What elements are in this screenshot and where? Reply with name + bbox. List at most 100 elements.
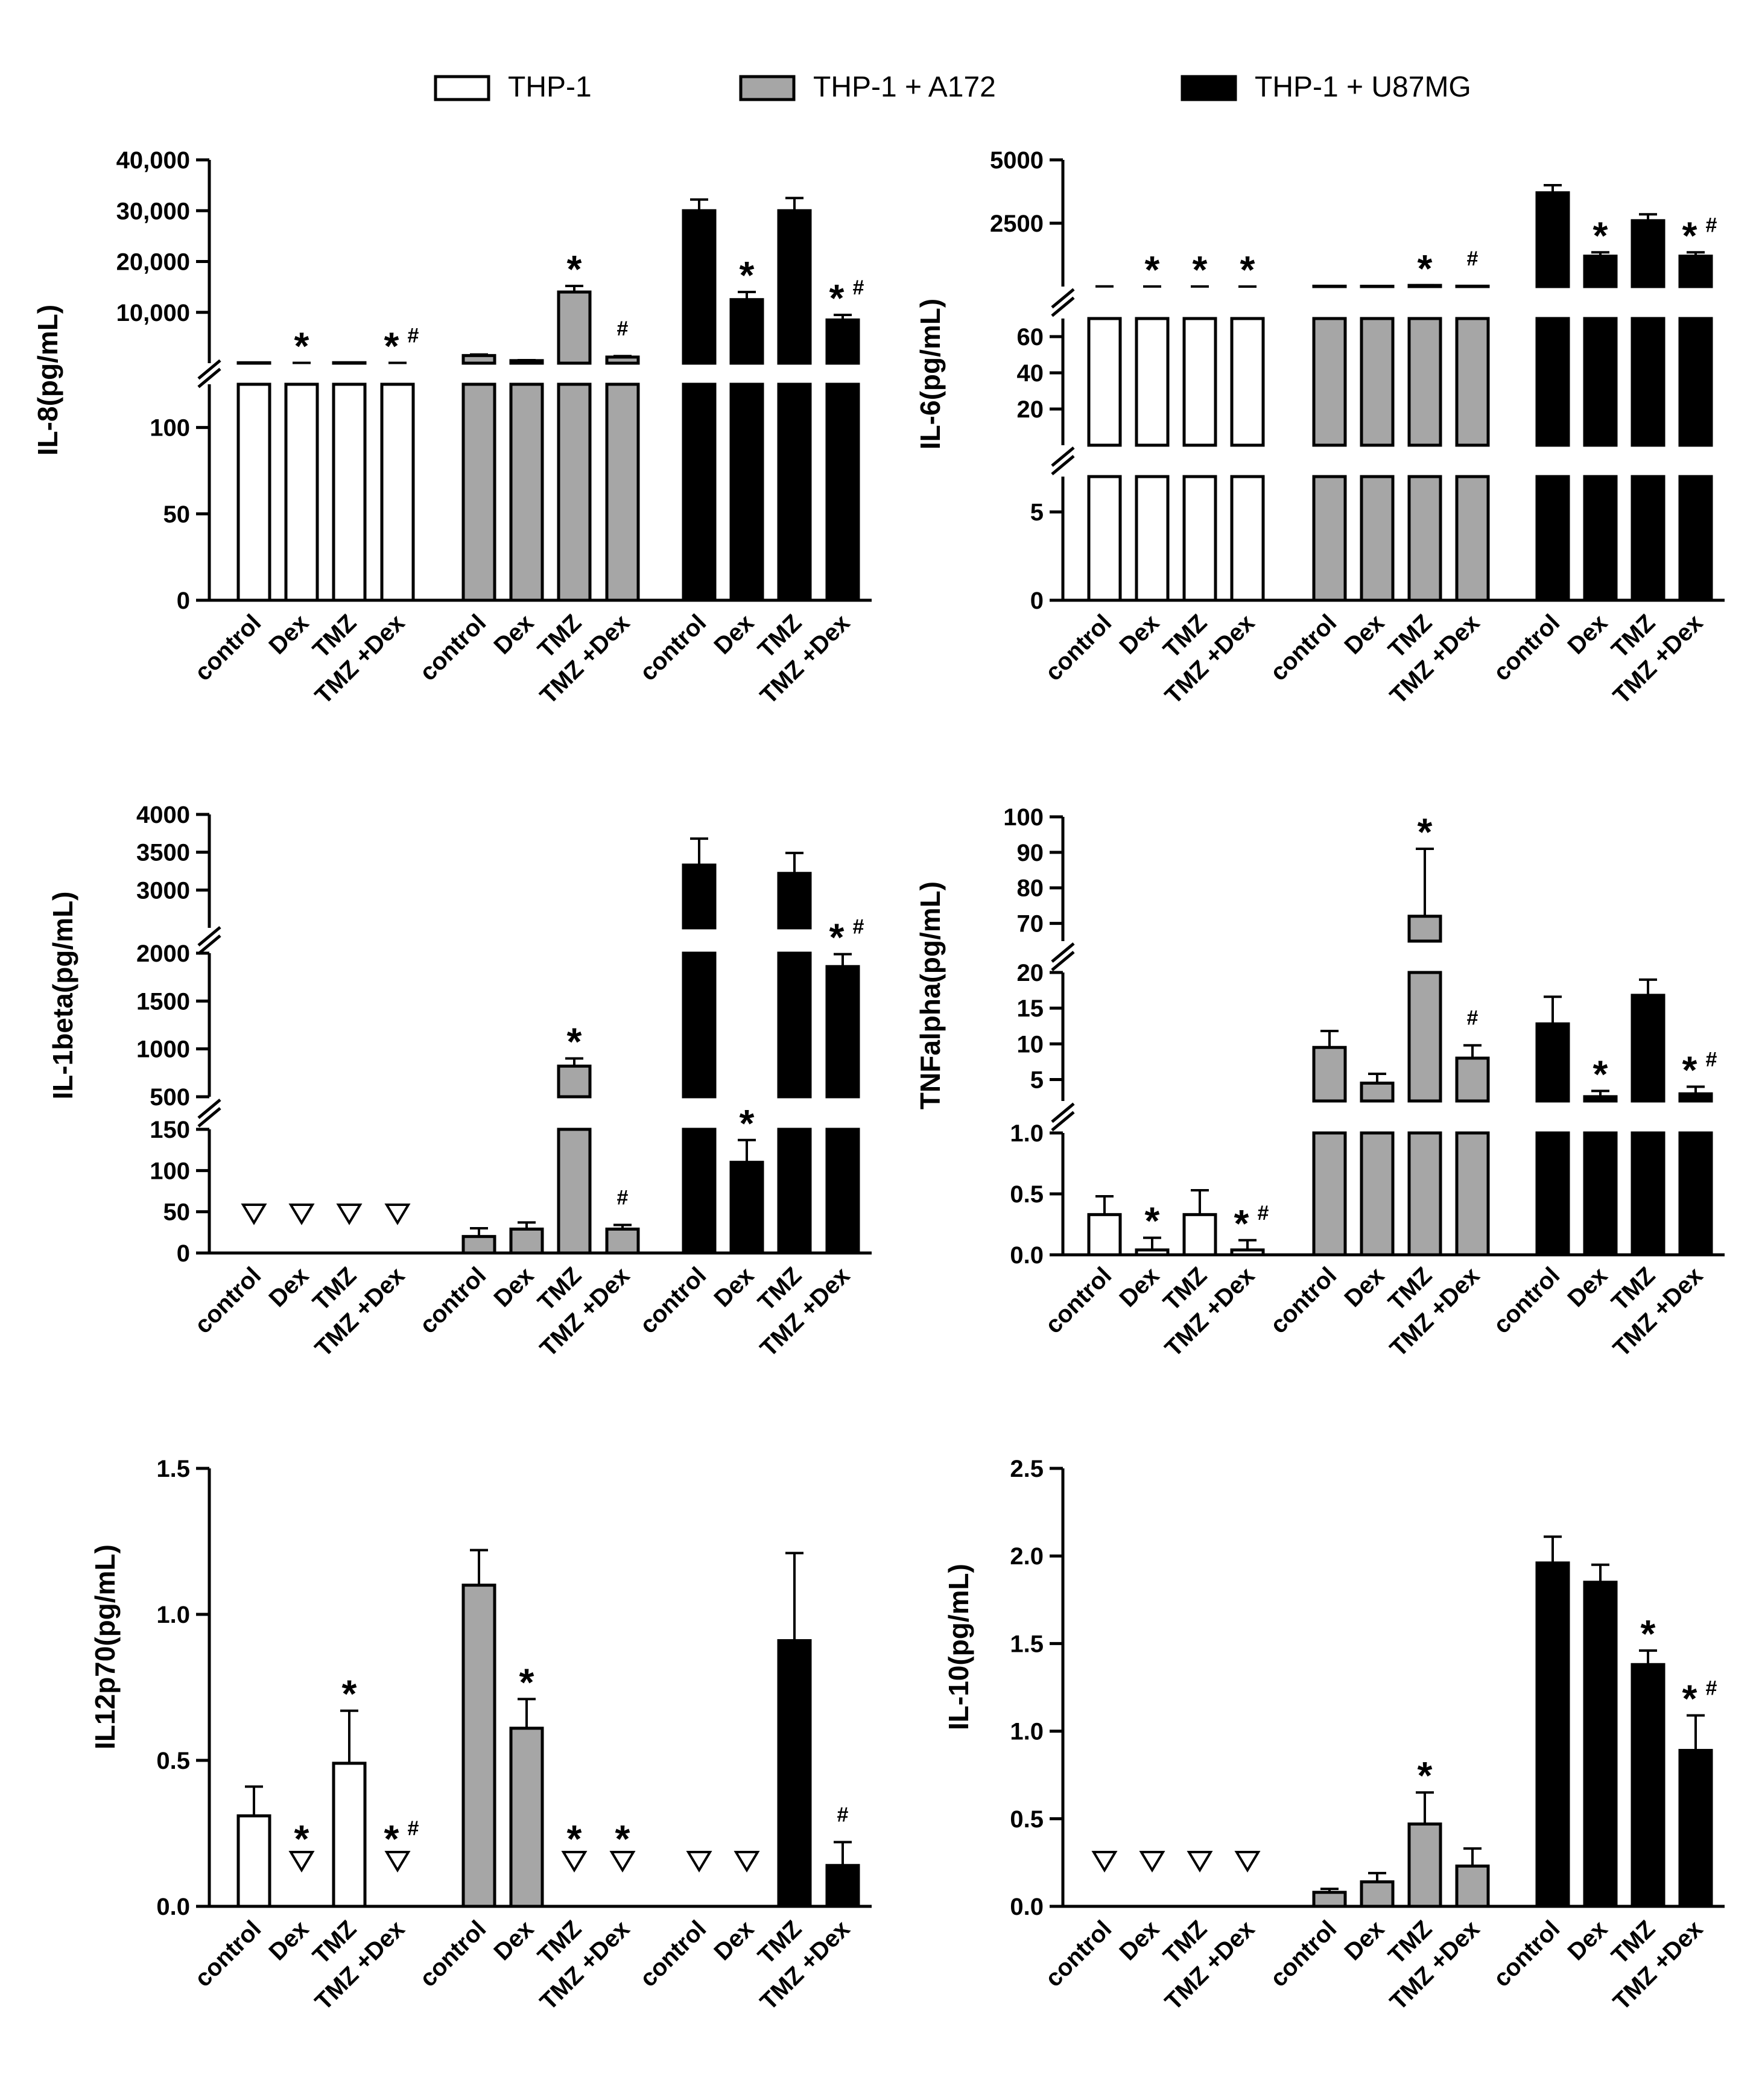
category-label: Dex [1114, 1915, 1164, 1965]
bar [777, 382, 812, 602]
category-label: Dex [1339, 1262, 1389, 1312]
y-tick-label: 1.0 [156, 1602, 190, 1628]
significance-star: * [567, 247, 582, 291]
significance-hash: # [1258, 1202, 1269, 1225]
y-tick-label: 40,000 [116, 147, 190, 174]
not-detected-icon [1234, 1851, 1261, 1873]
bar [509, 1727, 544, 1908]
significance-star: * [1193, 248, 1208, 291]
y-tick-label: 0 [177, 1240, 190, 1267]
significance-star: * [567, 1817, 582, 1860]
legend-label-2: THP-1 + A172 [813, 71, 996, 103]
bar [1087, 317, 1122, 447]
bar [1678, 317, 1713, 447]
significance-hash: # [1467, 247, 1479, 270]
significance-star: * [1418, 247, 1433, 290]
bar [1455, 1131, 1490, 1257]
y-axis-title: IL12p70(pg/mL) [89, 1544, 121, 1749]
bar [1535, 317, 1570, 447]
bar [729, 1161, 764, 1255]
significance-star: * [1682, 1048, 1697, 1091]
bar [825, 318, 860, 365]
significance-star: * [740, 1102, 755, 1145]
axis-break-mark [1051, 951, 1075, 971]
panel-tnfalpha: 0.0 0.5 1.0 5 10 15 20 70 80 90 100 TNFalpha(pg/mL)… [914, 804, 1725, 1362]
significance-hash: # [1706, 214, 1717, 236]
significance-star: * [567, 1020, 582, 1064]
panel-il1beta: 0 50 100 150 500 1000 1500 2000 3000 3500 4000 IL-1… [47, 802, 872, 1362]
category-label: control [189, 609, 266, 686]
bar [461, 1584, 496, 1908]
category-label: control [1040, 1915, 1117, 1992]
y-tick-label: 5 [1030, 1067, 1044, 1094]
bar [1135, 1248, 1170, 1257]
y-tick-label: 0 [1030, 588, 1044, 614]
y-tick-label: 1.0 [1010, 1120, 1044, 1147]
bar [1182, 1213, 1217, 1257]
not-detected-icon [686, 1851, 712, 1873]
bar [682, 1128, 717, 1255]
bar [1583, 475, 1618, 602]
legend: THP-1 THP-1 + A172 THP-1 + U87MG [434, 71, 1471, 103]
category-label: control [1265, 1262, 1342, 1339]
y-tick-label: 40 [1017, 360, 1044, 387]
bar [1312, 1131, 1347, 1257]
y-tick-label: 4000 [136, 802, 190, 828]
category-label: Dex [489, 1915, 539, 1965]
not-detected-icon [1139, 1851, 1165, 1873]
legend-swatch-1 [434, 75, 490, 101]
bar [1182, 475, 1217, 602]
bar [1535, 191, 1570, 288]
bar [682, 382, 717, 602]
bar [1360, 1081, 1395, 1103]
y-tick-label: 90 [1017, 840, 1044, 866]
significance-star: * [1593, 1052, 1608, 1096]
category-label: control [1265, 609, 1342, 686]
bar [1583, 1131, 1618, 1257]
y-tick-label: 10 [1017, 1031, 1044, 1058]
not-detected-icon [609, 1851, 636, 1873]
y-tick-label: 100 [150, 1158, 190, 1184]
bar [1407, 1131, 1442, 1257]
bar [1230, 317, 1265, 447]
bar [1455, 1864, 1490, 1908]
axis-break-mark [197, 1107, 221, 1128]
bar [777, 951, 812, 1099]
not-detected-icon [288, 1851, 315, 1873]
legend-label-3: THP-1 + U87MG [1255, 71, 1471, 103]
y-tick-label: 10,000 [116, 300, 190, 326]
axis-break-mark [1051, 1102, 1075, 1123]
bar [1678, 255, 1713, 288]
bar [461, 382, 496, 602]
category-label: Dex [709, 609, 759, 659]
y-axis-title: IL-6(pg/mL) [914, 299, 946, 449]
bar [1360, 475, 1395, 602]
panel-il6: 0520406025005000IL-6(pg/mL)control*Dex*T… [914, 147, 1725, 709]
category-label: Dex [1339, 609, 1389, 659]
y-tick-label: 50 [163, 501, 191, 528]
significance-star: * [1240, 248, 1255, 291]
y-tick-label: 1.5 [156, 1456, 190, 1482]
axis-break-mark [1051, 1111, 1075, 1132]
bar [1678, 1092, 1713, 1103]
panel-il8: 0 50 100 10,000 20,000 30,000 40,000 IL-8(pg/mL… [32, 147, 872, 709]
axis-break-mark [197, 367, 221, 389]
y-axis-title: IL-1beta(pg/mL) [47, 892, 78, 1100]
bar [284, 382, 319, 602]
significance-hash: # [837, 1804, 849, 1827]
bar [1312, 317, 1347, 447]
category-label: control [414, 609, 491, 686]
bar [729, 298, 764, 365]
legend-label-1: THP-1 [508, 71, 592, 103]
y-tick-label: 0.0 [1010, 1894, 1044, 1920]
y-tick-label: 100 [150, 415, 190, 442]
significance-star: * [740, 253, 755, 297]
category-label: control [189, 1262, 266, 1339]
category-label: Dex [709, 1262, 759, 1312]
y-tick-label: 0.5 [1010, 1181, 1044, 1208]
bar [509, 1227, 544, 1255]
bar [777, 1128, 812, 1255]
significance-star: * [1234, 1202, 1249, 1245]
significance-hash: # [1467, 1007, 1479, 1030]
y-tick-label: 60 [1017, 324, 1044, 351]
